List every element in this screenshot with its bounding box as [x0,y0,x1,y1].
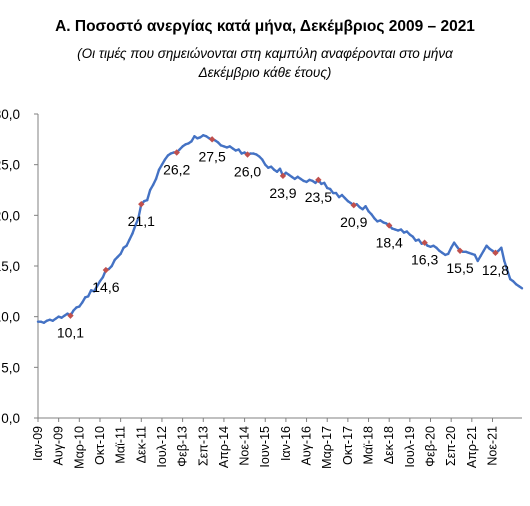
x-tick-label: Σεπ-13 [196,426,210,466]
x-tick-label: Απρ-21 [465,426,479,468]
data-point-label: 16,3 [411,252,438,268]
chart-title: Α. Ποσοστό ανεργίας κατά μήνα, Δεκέμβριο… [55,18,475,35]
data-point-label: 15,5 [446,260,473,276]
y-tick-label: 10,0 [0,310,20,325]
data-point-marker [279,172,287,180]
chart-subtitle-line-2: Δεκέμβριο κάθε έτους) [198,65,332,80]
data-point-marker [385,222,393,229]
data-labels: 10,1 14,6 21,1 26,2 27,5 26,0 23,9 23,5 20,9 18,4… [57,148,509,340]
x-tick-label: Σεπ-20 [444,426,458,466]
x-tick-label: Μαϊ-11 [114,426,128,464]
chart-axes [34,113,522,422]
y-tick-labels: 0,0 5,0 10,0 15,0 20,0 25,0 30,0 [0,107,20,426]
data-point-label: 21,1 [128,213,155,229]
series-segment [500,246,506,263]
y-tick-label: 25,0 [0,158,20,173]
x-tick-label: Μαϊ-18 [362,426,376,465]
data-point-marker [173,149,180,156]
data-point-marker [102,266,110,274]
data-point-marker [208,136,216,143]
y-tick-label: 5,0 [1,360,20,375]
data-point-marker [350,202,357,209]
y-tick-label: 20,0 [0,208,20,223]
series-segment [145,188,152,202]
x-tick-label: Αυγ-09 [52,426,66,466]
x-tick-label: Μαρ-17 [320,426,334,469]
december-markers [67,136,499,319]
data-point-marker [244,151,251,158]
data-point-label: 27,5 [198,148,225,164]
x-tick-label: Δεκ-18 [382,426,396,464]
x-tick-label: Ιουν-15 [258,426,272,468]
x-tick-label: Αυγ-16 [300,426,314,466]
data-point-label: 20,9 [340,214,367,230]
data-point-marker [456,247,464,254]
series-segment [506,268,512,281]
x-tick-label: Απρ-14 [217,426,231,468]
x-tick-label: Μαρ-10 [72,426,86,469]
x-tick-label: Νοε-21 [485,426,499,466]
data-point-label: 23,5 [305,189,332,205]
x-tick-label: Φεβ-13 [176,426,190,467]
series-segment [503,259,509,272]
data-point-marker [138,200,145,208]
series-segment [517,285,524,290]
x-tick-label: Ιουλ-12 [155,426,169,468]
x-tick-label: Δεκ-11 [134,426,148,463]
x-tick-label: Ιαν-09 [31,426,45,461]
x-tick-label: Φεβ-20 [424,426,438,467]
data-point-label: 23,9 [269,185,296,201]
x-tick-label: Ιαν-16 [279,426,293,461]
x-tick-label: Νοε-14 [238,426,252,466]
series-segment [154,168,161,181]
x-tick-label: Ιουλ-19 [403,426,417,468]
data-point-marker [421,239,428,246]
data-point-marker [315,176,322,184]
data-point-label: 12,8 [482,262,509,278]
series-segment [134,217,140,227]
data-point-label: 26,2 [163,162,190,178]
series-lines [36,134,524,324]
x-tick-labels: Ιαν-09 Αυγ-09 Μαρ-10 Οκτ-10 Μαϊ-11 Δεκ-11 Ιουλ… [31,426,499,469]
y-tick-label: 0,0 [1,411,20,426]
data-point-label: 18,4 [376,234,403,250]
data-point-label: 14,6 [92,279,119,295]
x-tick-label: Οκτ-10 [93,426,107,465]
data-point-label: 10,1 [57,325,84,341]
y-tick-label: 30,0 [0,107,20,122]
x-tick-label: Οκτ-17 [341,426,355,465]
y-tick-label: 15,0 [0,259,20,274]
data-point-marker [67,312,74,319]
data-point-label: 26,0 [234,164,261,180]
series-segment [131,224,137,235]
data-point-marker [492,249,499,257]
chart-subtitle-line-1: (Οι τιμές που σημειώνονται στη καμπύλη α… [77,46,453,61]
chart-subtitle: (Οι τιμές που σημειώνονται στη καμπύλη α… [0,44,530,82]
